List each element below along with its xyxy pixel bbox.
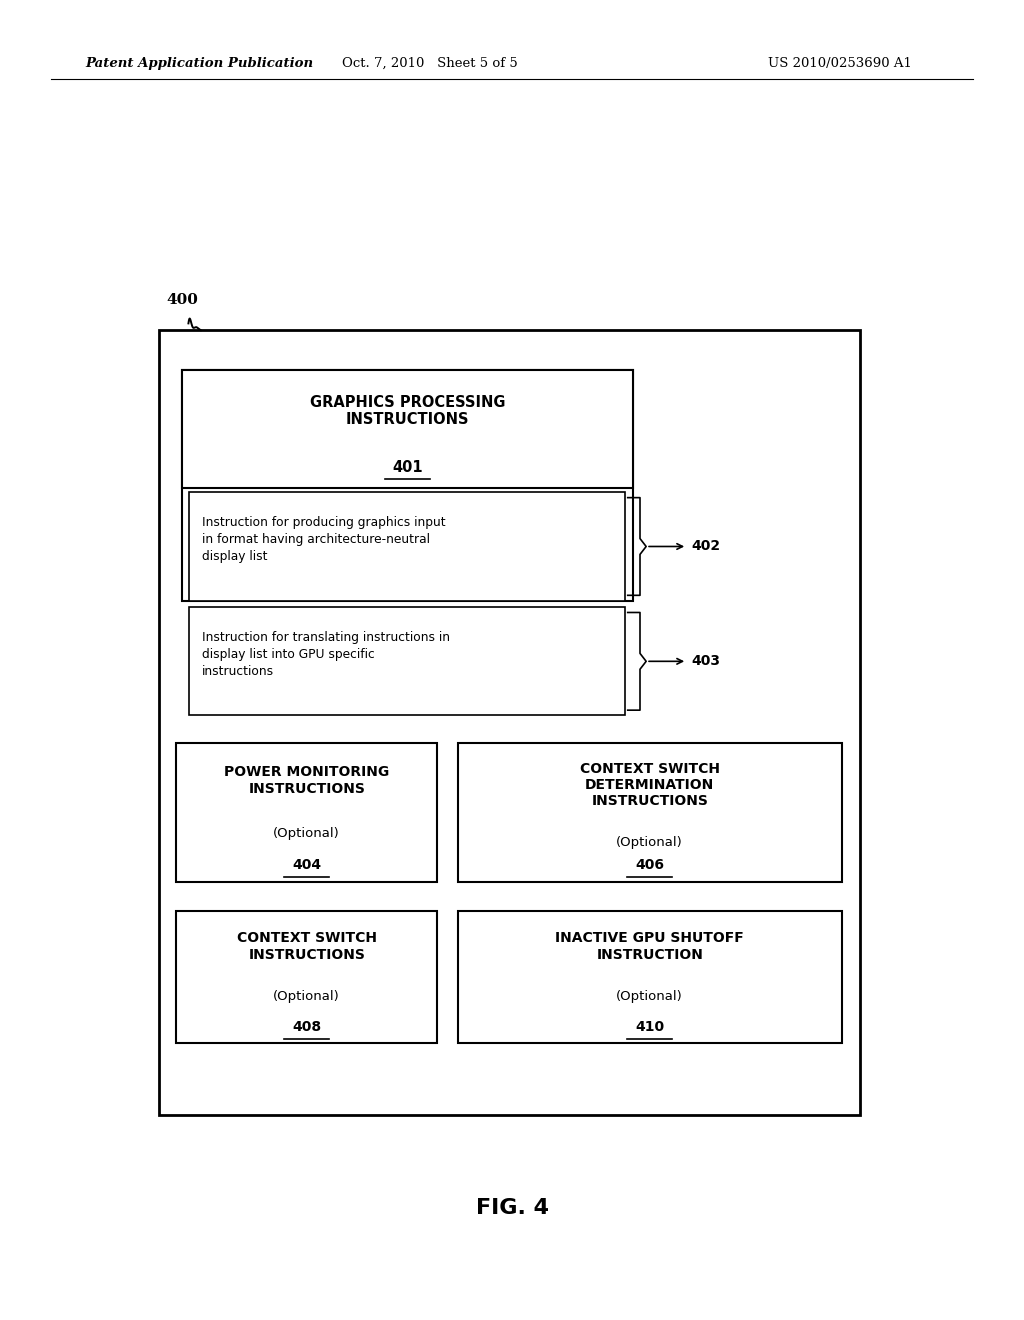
- FancyBboxPatch shape: [182, 370, 633, 488]
- FancyBboxPatch shape: [189, 492, 625, 601]
- Text: (Optional): (Optional): [273, 826, 340, 840]
- Text: 408: 408: [292, 1020, 322, 1034]
- Text: FIG. 4: FIG. 4: [475, 1197, 549, 1218]
- Text: INACTIVE GPU SHUTOFF
INSTRUCTION: INACTIVE GPU SHUTOFF INSTRUCTION: [555, 932, 744, 961]
- Text: GRAPHICS PROCESSING
INSTRUCTIONS: GRAPHICS PROCESSING INSTRUCTIONS: [310, 395, 505, 428]
- Text: Patent Application Publication: Patent Application Publication: [85, 57, 313, 70]
- FancyBboxPatch shape: [458, 743, 842, 882]
- Text: 402: 402: [691, 540, 720, 553]
- Text: Oct. 7, 2010   Sheet 5 of 5: Oct. 7, 2010 Sheet 5 of 5: [342, 57, 518, 70]
- Text: POWER MONITORING
INSTRUCTIONS: POWER MONITORING INSTRUCTIONS: [224, 766, 389, 796]
- Text: Instruction for translating instructions in
display list into GPU specific
instr: Instruction for translating instructions…: [202, 631, 450, 678]
- FancyBboxPatch shape: [189, 607, 625, 715]
- FancyBboxPatch shape: [159, 330, 860, 1115]
- Text: 410: 410: [635, 1020, 665, 1034]
- FancyBboxPatch shape: [182, 370, 633, 601]
- Text: 400: 400: [166, 293, 198, 306]
- Text: CONTEXT SWITCH
DETERMINATION
INSTRUCTIONS: CONTEXT SWITCH DETERMINATION INSTRUCTION…: [580, 762, 720, 808]
- Text: US 2010/0253690 A1: US 2010/0253690 A1: [768, 57, 911, 70]
- Text: 403: 403: [691, 655, 720, 668]
- FancyBboxPatch shape: [458, 911, 842, 1043]
- Text: 404: 404: [292, 858, 322, 873]
- Text: 401: 401: [392, 459, 423, 474]
- FancyBboxPatch shape: [176, 911, 437, 1043]
- Text: CONTEXT SWITCH
INSTRUCTIONS: CONTEXT SWITCH INSTRUCTIONS: [237, 932, 377, 961]
- FancyBboxPatch shape: [176, 743, 437, 882]
- Text: (Optional): (Optional): [273, 990, 340, 1003]
- Text: Instruction for producing graphics input
in format having architecture-neutral
d: Instruction for producing graphics input…: [202, 516, 445, 564]
- Text: (Optional): (Optional): [616, 837, 683, 850]
- Text: (Optional): (Optional): [616, 990, 683, 1003]
- Text: 406: 406: [635, 858, 665, 873]
